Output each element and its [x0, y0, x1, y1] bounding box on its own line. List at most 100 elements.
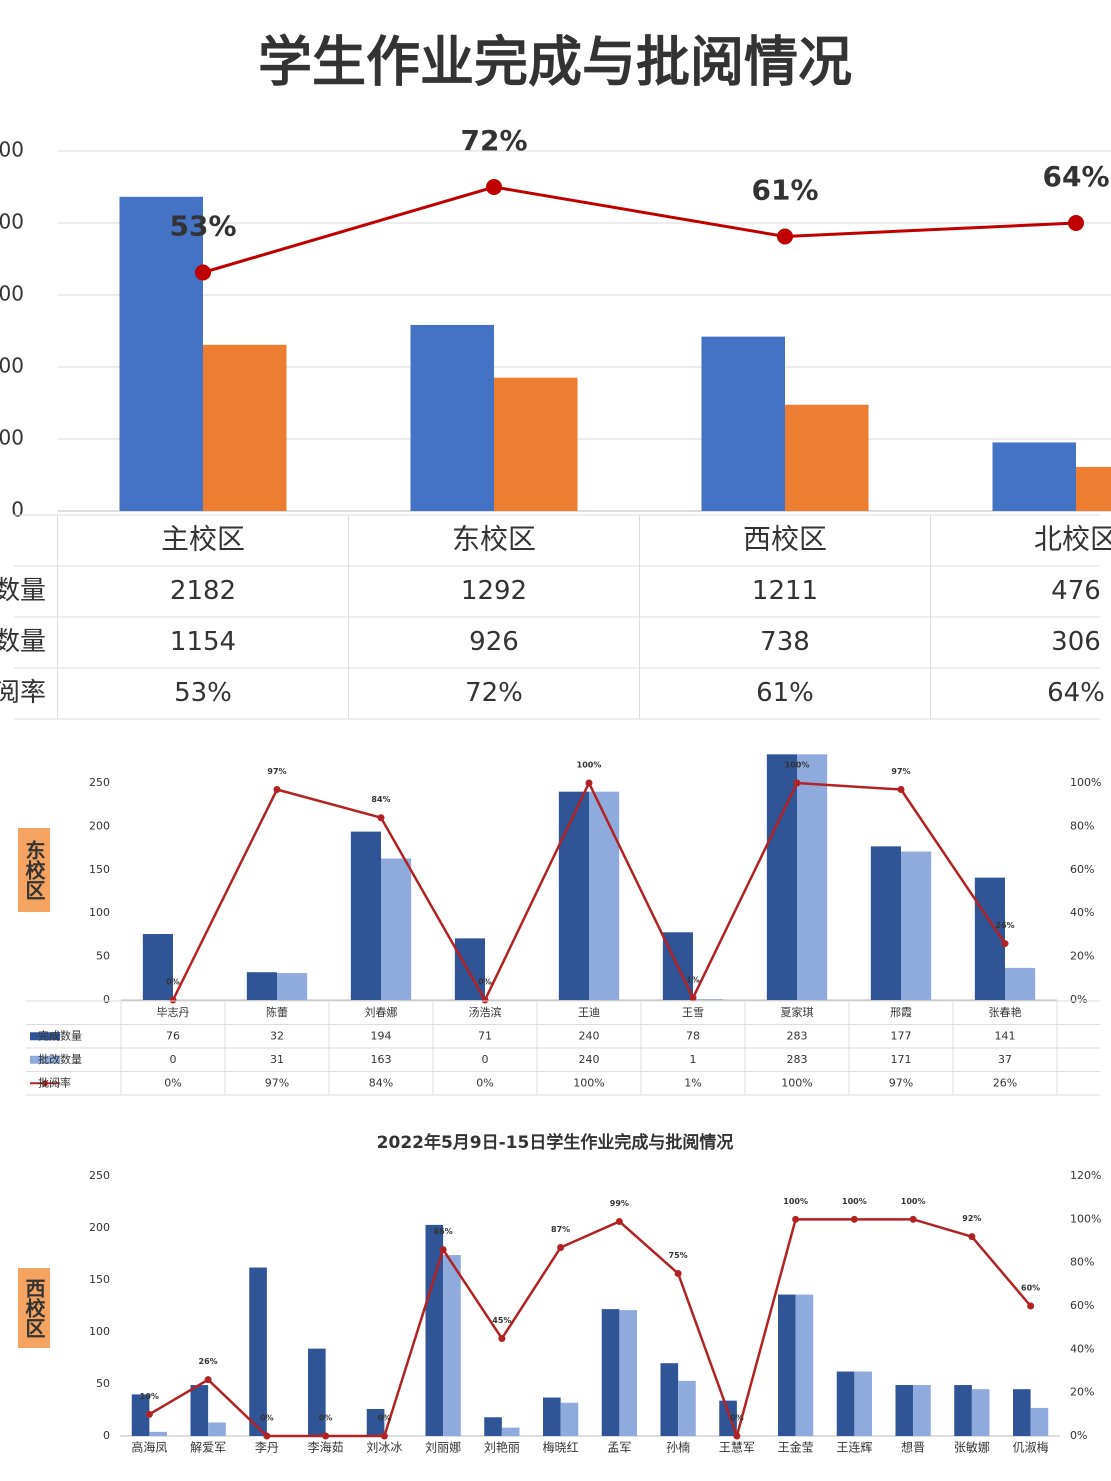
y-tick-label: 1500	[0, 282, 24, 306]
x-tick-label: 刘春娜	[365, 1005, 398, 1019]
data-label: 26%	[199, 1357, 218, 1366]
bar	[443, 1255, 461, 1436]
table-cell: 78	[686, 1029, 700, 1042]
bar	[1076, 466, 1111, 511]
y2-tick-label: 100%	[1070, 776, 1101, 789]
bar	[381, 858, 412, 1000]
rate-marker	[486, 179, 502, 195]
data-label: 100%	[785, 761, 810, 770]
data-label: 0%	[378, 1414, 392, 1423]
y-tick-label: 250	[89, 1169, 110, 1182]
y-tick-label: 0	[103, 993, 110, 1006]
bar	[693, 999, 724, 1000]
bar	[913, 1385, 931, 1436]
row-label: 批阅率	[0, 678, 46, 708]
x-tick-label: 孟军	[607, 1441, 631, 1455]
y-tick-label: 500	[0, 426, 24, 450]
bar	[870, 846, 901, 1000]
table-cell: 84%	[369, 1076, 393, 1089]
table-cell: 926	[469, 627, 519, 657]
x-tick-label: 王慧军	[719, 1440, 755, 1455]
bar	[619, 1310, 637, 1436]
rate-marker	[850, 1215, 858, 1223]
x-tick-label: 王迪	[578, 1006, 600, 1019]
legend-label: 完成数量	[38, 1028, 82, 1042]
bar	[795, 1294, 814, 1436]
rate-marker	[322, 1432, 330, 1440]
y-tick-label: 100	[89, 1325, 110, 1338]
data-label: 26%	[995, 921, 1014, 930]
table-cell: 71	[478, 1029, 492, 1042]
rate-marker	[689, 994, 697, 1002]
x-tick-label: 主校区	[161, 523, 245, 556]
y2-tick-label: 20%	[1070, 1386, 1094, 1399]
rate-marker	[909, 1215, 917, 1223]
rate-marker	[1068, 215, 1084, 231]
bar	[350, 831, 381, 1000]
y-tick-label: 150	[89, 1273, 110, 1286]
y-tick-label: 0	[103, 1429, 110, 1442]
bar	[971, 1389, 990, 1436]
rate-marker	[273, 786, 281, 794]
table-cell: 240	[579, 1053, 600, 1066]
x-tick-label: 张春艳	[989, 1005, 1022, 1019]
x-tick-label: 刘丽娜	[425, 1441, 461, 1455]
x-tick-label: 仉淑梅	[1013, 1440, 1049, 1455]
data-label: 1%	[686, 975, 700, 984]
table-cell: 163	[371, 1053, 392, 1066]
data-label: 84%	[371, 795, 390, 804]
rate-marker	[204, 1376, 212, 1384]
table-cell: 194	[371, 1029, 392, 1042]
rate-line	[148, 1218, 1032, 1441]
side-label-box	[18, 1268, 50, 1348]
bar	[410, 324, 494, 511]
table-cell: 53%	[174, 678, 232, 708]
data-label: 100%	[783, 1197, 808, 1206]
table-cell: 100%	[781, 1076, 812, 1089]
x-tick-label: 张敏娜	[954, 1440, 990, 1455]
data-label: 87%	[551, 1225, 570, 1234]
rate-marker	[1027, 1302, 1035, 1310]
rate-marker	[195, 264, 211, 281]
rate-marker	[792, 1215, 800, 1223]
rate-marker	[733, 1432, 741, 1440]
y-tick-label: 50	[96, 950, 110, 963]
bar	[601, 1309, 620, 1436]
table-cell: 283	[787, 1029, 808, 1042]
bar	[1005, 967, 1036, 1000]
bar	[778, 1294, 796, 1436]
data-label: 99%	[610, 1199, 629, 1208]
rate-marker	[380, 1432, 388, 1440]
table-cell: 240	[579, 1029, 600, 1042]
data-label: 53%	[169, 210, 236, 243]
bar	[494, 377, 578, 511]
x-tick-label: 高海凤	[131, 1440, 167, 1455]
bar	[785, 404, 869, 511]
table-cell: 37	[998, 1053, 1012, 1066]
table-cell: 171	[891, 1053, 912, 1066]
table-cell: 26%	[993, 1076, 1017, 1089]
rate-marker	[615, 1218, 623, 1225]
bar	[974, 877, 1005, 1000]
side-label: 西校区	[22, 1278, 46, 1338]
data-label: 97%	[891, 767, 910, 776]
bar	[131, 1394, 150, 1436]
table-cell: 283	[787, 1053, 808, 1066]
y2-tick-label: 0%	[1070, 993, 1087, 1006]
bar	[992, 442, 1076, 511]
data-label: 97%	[267, 767, 286, 776]
table-cell: 1292	[461, 576, 527, 606]
data-label: 0%	[478, 978, 492, 987]
x-tick-label: 夏家琪	[781, 1005, 814, 1019]
table-cell: 0%	[164, 1076, 181, 1089]
data-label: 100%	[842, 1197, 867, 1206]
y2-tick-label: 100%	[1070, 1212, 1101, 1225]
data-label: 75%	[669, 1251, 688, 1260]
bar	[142, 934, 173, 1000]
legend-swatch	[30, 1032, 60, 1041]
bar	[366, 1408, 385, 1436]
y2-tick-label: 40%	[1070, 906, 1094, 919]
x-tick-label: 汤浩滨	[469, 1005, 502, 1019]
data-label: 0%	[730, 1414, 744, 1423]
